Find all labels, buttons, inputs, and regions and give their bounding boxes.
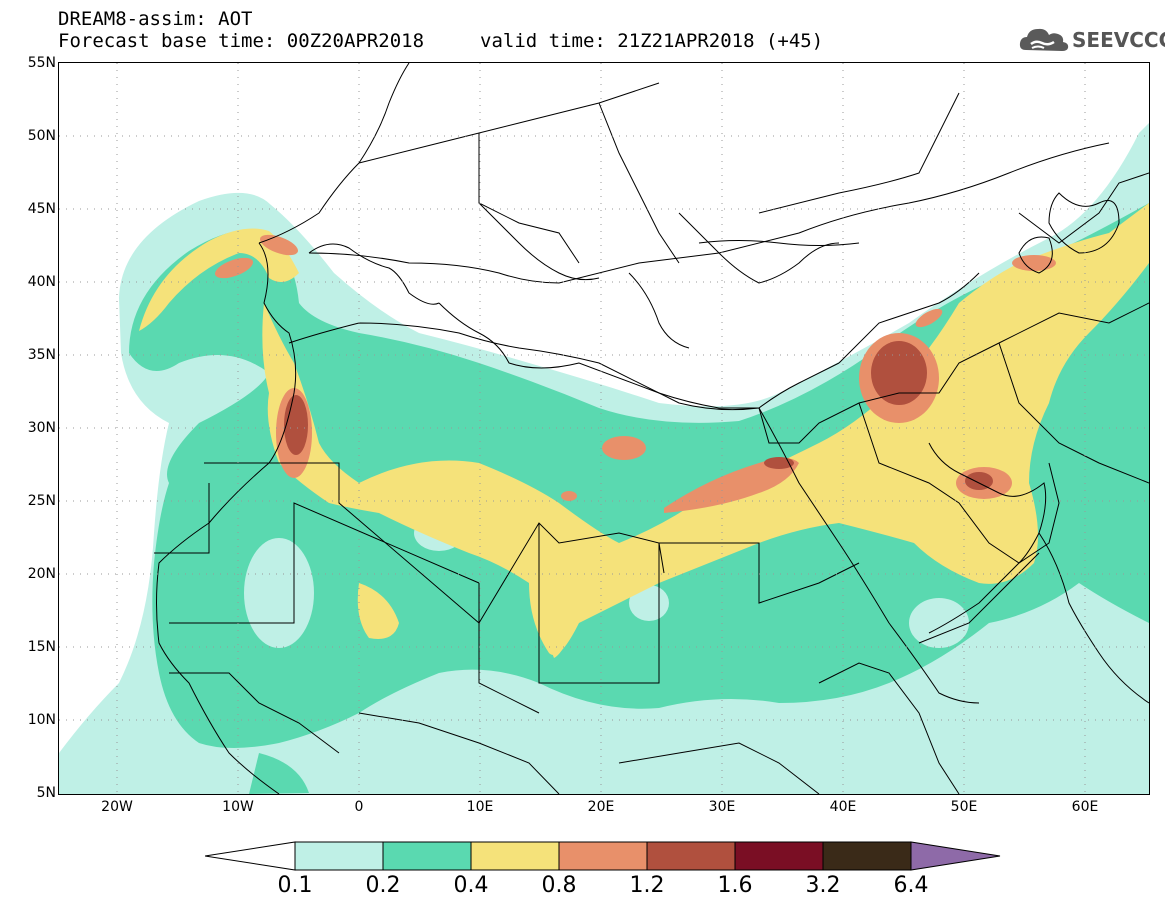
colorbar-label: 6.4 bbox=[893, 873, 929, 898]
lat-label: 20N bbox=[27, 566, 56, 582]
lat-label: 55N bbox=[27, 55, 56, 71]
coastlines bbox=[156, 192, 1149, 794]
logo-text: SEEVCCC bbox=[1072, 28, 1165, 52]
lat-label: 50N bbox=[27, 128, 56, 144]
colorbar-label: 0.4 bbox=[453, 873, 489, 898]
colorbar-segment bbox=[558, 841, 648, 871]
colorbar-segment bbox=[734, 841, 824, 871]
map-area bbox=[58, 62, 1150, 795]
lon-label: 50E bbox=[950, 799, 978, 815]
aot-level-0.4 bbox=[139, 203, 1149, 658]
lat-label: 35N bbox=[27, 347, 56, 363]
lon-label: 20W bbox=[101, 799, 133, 815]
lat-label: 5N bbox=[36, 785, 56, 801]
colorbar-segment bbox=[382, 841, 472, 871]
lon-label: 60E bbox=[1071, 799, 1099, 815]
colorbar-segment-above bbox=[910, 841, 1001, 871]
colorbar-label: 1.2 bbox=[629, 873, 665, 898]
lon-label: 40E bbox=[829, 799, 857, 815]
colorbar-segment bbox=[294, 841, 384, 871]
map-title: DREAM8-assim: AOT bbox=[58, 8, 253, 30]
colorbar-label: 1.6 bbox=[717, 873, 753, 898]
lon-label: 30E bbox=[708, 799, 736, 815]
colorbar-segment bbox=[470, 841, 560, 871]
forecast-base-time: Forecast base time: 00Z20APR2018 bbox=[58, 30, 425, 52]
lat-label: 40N bbox=[27, 274, 56, 290]
graticule bbox=[59, 63, 1149, 794]
lon-label: 10W bbox=[222, 799, 254, 815]
lat-label: 25N bbox=[27, 493, 56, 509]
logo: SEEVCCC bbox=[1018, 24, 1165, 54]
colorbar-segment bbox=[822, 841, 912, 871]
lat-label: 45N bbox=[27, 201, 56, 217]
lat-label: 15N bbox=[27, 639, 56, 655]
lon-label: 20E bbox=[587, 799, 615, 815]
colorbar-label: 0.1 bbox=[277, 873, 313, 898]
colorbar-label: 3.2 bbox=[805, 873, 841, 898]
cloud-icon bbox=[1019, 28, 1069, 51]
colorbar-segment-below bbox=[205, 841, 296, 871]
lon-label: 0 bbox=[354, 799, 364, 815]
colorbar bbox=[205, 841, 1001, 871]
aot-map bbox=[59, 63, 1149, 794]
colorbar-segment bbox=[646, 841, 736, 871]
colorbar-label: 0.2 bbox=[365, 873, 401, 898]
valid-time: valid time: 21Z21APR2018 (+45) bbox=[480, 30, 824, 52]
colorbar-label: 0.8 bbox=[541, 873, 577, 898]
lat-label: 10N bbox=[27, 712, 56, 728]
lon-label: 10E bbox=[466, 799, 494, 815]
lat-label: 30N bbox=[27, 420, 56, 436]
